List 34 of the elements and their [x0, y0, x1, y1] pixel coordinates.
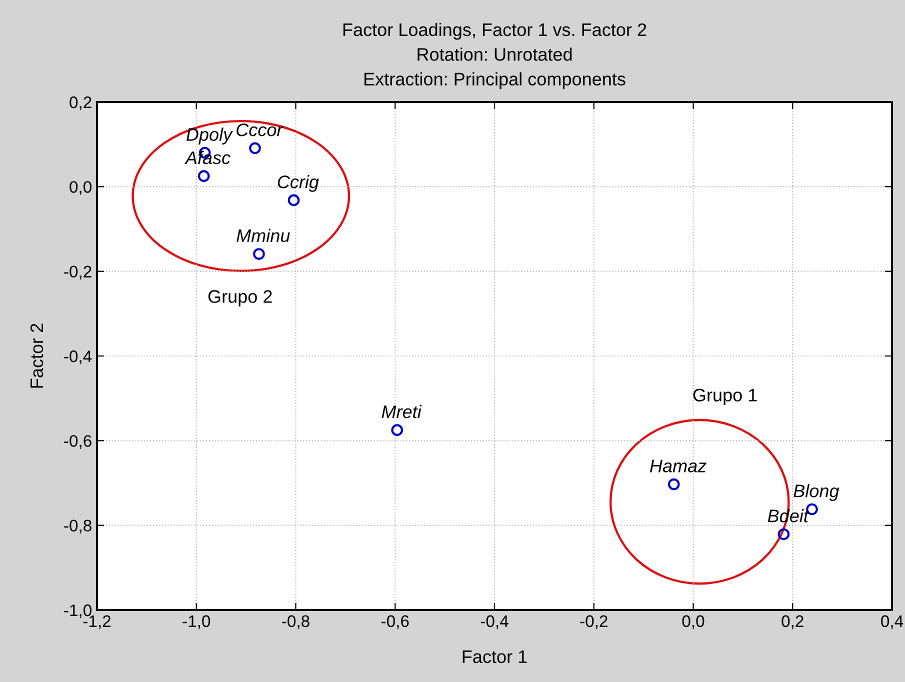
- annotation: Ccrig: [278, 175, 319, 192]
- chart-title: Factor Loadings, Factor 1 vs. Factor 2 Rotation: Unrotated Extraction: Principal components: [343, 22, 646, 90]
- x-tick-label: -0,4: [480, 615, 508, 630]
- x-tick-label: 0,4: [881, 615, 904, 630]
- annotation: Dpoly: [186, 128, 233, 144]
- x-tick-label: -0,6: [382, 615, 409, 630]
- y-tick-label: -0,4: [64, 350, 92, 364]
- annotation: Blong: [794, 484, 840, 501]
- y-axis-title: Factor 2: [30, 324, 44, 388]
- point: [253, 248, 265, 260]
- annotation: Mminu: [236, 228, 290, 242]
- annotation: Afasc: [184, 150, 230, 164]
- y-tick-label: 0,2: [70, 96, 92, 110]
- point: [391, 424, 404, 436]
- annotation: Grupo 1: [693, 388, 757, 406]
- point: [288, 194, 300, 206]
- point: [198, 170, 210, 182]
- y-tick-label: -0,6: [64, 435, 92, 449]
- point: [778, 528, 790, 540]
- y-tick-label: -0,8: [64, 520, 92, 534]
- annotation: Mreti: [382, 404, 422, 418]
- annotation: Grupo 2: [208, 290, 272, 307]
- x-tick-label: -0,8: [282, 615, 310, 630]
- x-axis-title: Factor 1: [462, 650, 527, 664]
- point: [249, 142, 261, 154]
- annotation: Cccor: [236, 123, 284, 136]
- x-tick-label: -1,0: [182, 615, 210, 630]
- y-tick-label: -0,2: [64, 266, 92, 280]
- y-tick-label: 0,0: [70, 181, 92, 195]
- x-tick-label: 0,0: [682, 615, 704, 630]
- point: [668, 478, 680, 490]
- x-tick-label: 0,2: [782, 615, 804, 630]
- x-tick-label: -0,2: [580, 615, 608, 630]
- annotation: Hamaz: [650, 460, 706, 472]
